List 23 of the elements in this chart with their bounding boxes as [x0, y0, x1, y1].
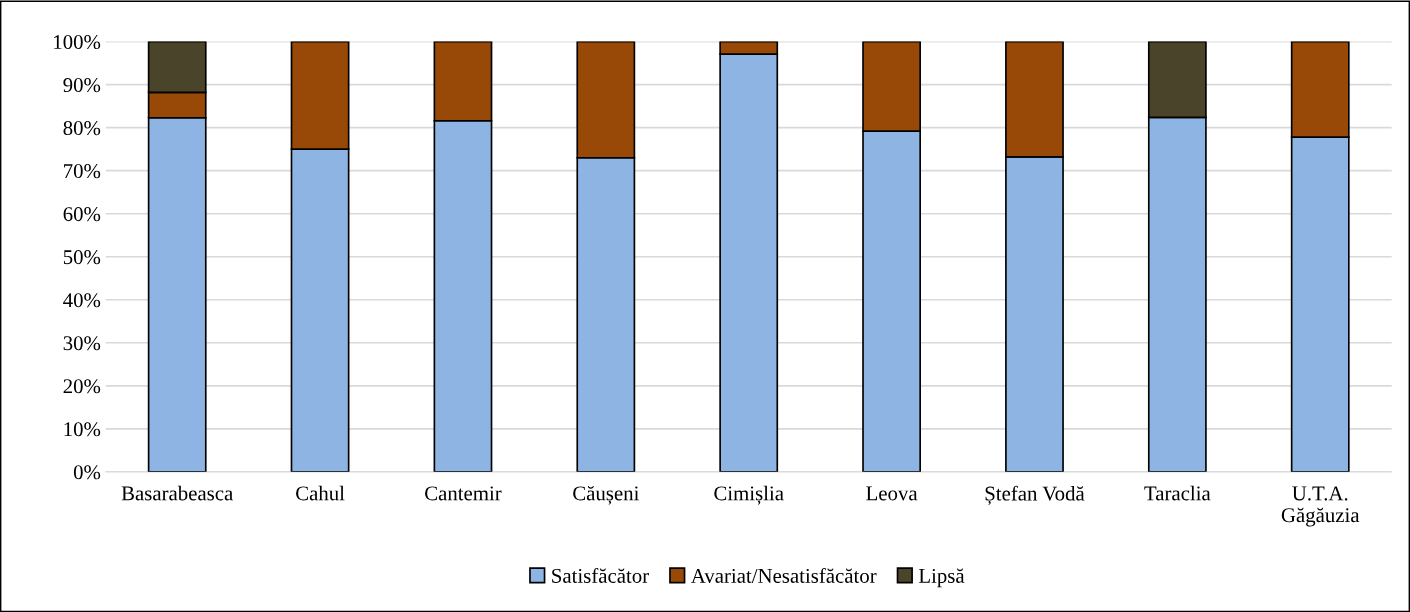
y-tick-label: 80% — [63, 121, 101, 136]
y-tick-label: 60% — [63, 207, 101, 222]
y-tick-label: 90% — [63, 78, 101, 93]
x-tick-label: Ștefan Vodă — [985, 485, 1085, 505]
y-tick-label: 20% — [63, 379, 101, 394]
y-tick-label: 70% — [64, 164, 101, 179]
y-tick-label: 10% — [64, 422, 101, 437]
x-tick-label: Cahul — [296, 485, 345, 501]
legend-label: Satisfăcător — [552, 568, 649, 583]
x-tick-label: Căușeni — [573, 485, 639, 505]
x-tick-label: Cantemir — [425, 486, 502, 501]
legend-label: Lipsă — [918, 568, 965, 588]
x-tick-label: U.T.A. Găgăuzia — [1281, 486, 1360, 527]
y-tick-label: 0% — [73, 465, 101, 480]
legend-label: Avariat/Nesatisfăcător — [691, 568, 877, 583]
y-tick-label: 50% — [63, 250, 101, 265]
x-tick-label: Leova — [866, 486, 918, 501]
y-tick-label: 30% — [63, 336, 101, 351]
y-tick-label: 40% — [63, 293, 101, 308]
x-tick-label: Basarabeasca — [121, 485, 233, 501]
x-tick-label: Taraclia — [1144, 485, 1211, 501]
y-tick-label: 100% — [54, 34, 101, 50]
x-tick-label: Cimișlia — [714, 485, 784, 505]
